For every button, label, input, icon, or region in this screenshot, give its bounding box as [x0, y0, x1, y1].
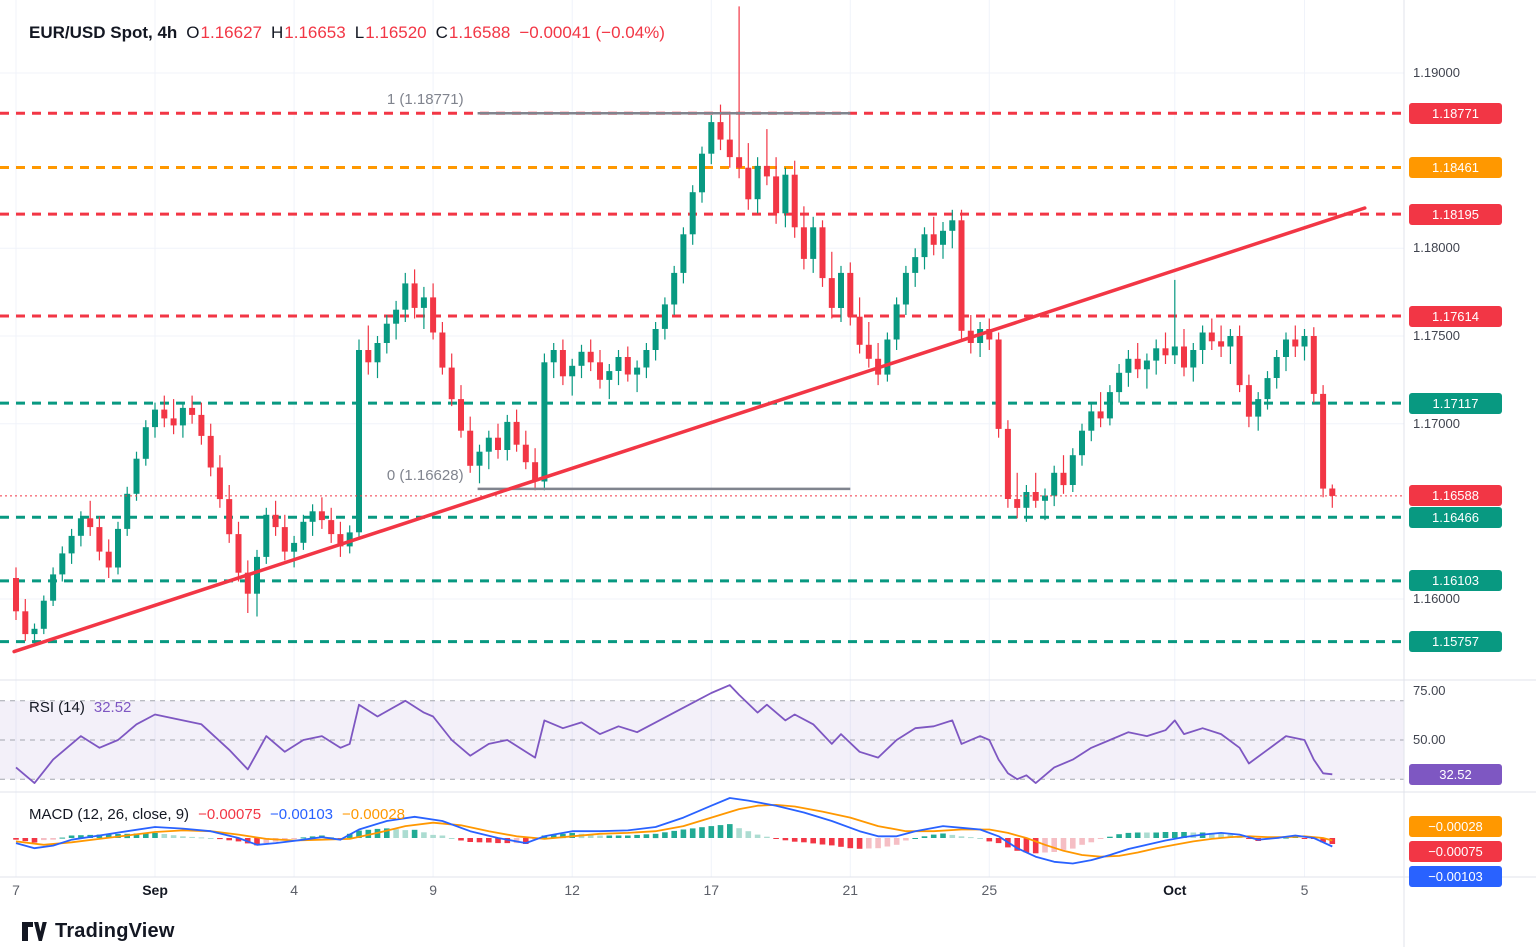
- macd-value-badge: −0.00028: [1409, 816, 1502, 837]
- price-level-badge: 1.17614: [1409, 305, 1502, 327]
- open-key: O: [186, 23, 200, 42]
- price-axis-label: 1.17500: [1413, 327, 1460, 343]
- low-value: 1.16520: [365, 23, 427, 42]
- ohlc-close: C 1.16588: [436, 23, 511, 43]
- time-axis-label[interactable]: 5: [1300, 882, 1309, 898]
- macd-value-badge: −0.00075: [1409, 841, 1502, 862]
- rsi-axis-label: 75.00: [1413, 683, 1446, 698]
- price-axis-label: 1.18000: [1413, 240, 1460, 256]
- rsi-axis-label: 50.00: [1413, 732, 1446, 747]
- rsi-current-value: 32.52: [93, 699, 132, 716]
- svg-text:1 (1.18771): 1 (1.18771): [387, 91, 464, 108]
- change-value: −0.00041 (−0.04%): [519, 23, 665, 42]
- price-level-badge: 1.17117: [1409, 392, 1502, 414]
- price-axis-label: 1.16000: [1413, 590, 1460, 606]
- rsi-label[interactable]: RSI (14): [29, 699, 85, 716]
- symbol-title[interactable]: EUR/USD Spot, 4h: [29, 23, 178, 42]
- price-axis-label: 1.17000: [1413, 415, 1460, 431]
- svg-text:0 (1.16628): 0 (1.16628): [387, 467, 464, 484]
- price-level-badge: 1.18195: [1409, 203, 1502, 225]
- macd-value-badge: −0.00103: [1409, 866, 1502, 887]
- time-axis-label[interactable]: Oct: [1163, 882, 1187, 898]
- ohlc-open: O 1.16627: [186, 23, 262, 43]
- price-level-badge: 1.16103: [1409, 570, 1502, 592]
- time-axis-label[interactable]: 17: [703, 882, 720, 898]
- price-level-badge: 1.18771: [1409, 102, 1502, 124]
- macd-histogram-value: −0.00075: [198, 806, 262, 823]
- time-axis-label[interactable]: 9: [429, 882, 438, 898]
- ohlc-low: L 1.16520: [355, 23, 427, 43]
- close-value: 1.16588: [448, 23, 511, 42]
- close-key: C: [435, 23, 448, 42]
- tradingview-label: TradingView: [55, 920, 175, 942]
- high-value: 1.16653: [284, 23, 346, 42]
- price-level-badge: 1.16466: [1409, 506, 1502, 528]
- macd-line-value: −0.00103: [270, 806, 334, 823]
- ohlc-high: H 1.16653: [271, 23, 346, 43]
- tradingview-logo-icon: [22, 922, 47, 941]
- rsi-legend: RSI (14) 32.52: [29, 699, 131, 716]
- price-level-badge: 1.15757: [1409, 631, 1502, 653]
- open-value: 1.16627: [200, 23, 262, 42]
- tradingview-watermark[interactable]: TradingView: [22, 920, 175, 943]
- macd-signal-value: −0.00028: [342, 806, 406, 823]
- low-key: L: [354, 23, 365, 42]
- time-axis-label[interactable]: 21: [842, 882, 859, 898]
- ohlc-legend: EUR/USD Spot, 4h O 1.16627 H 1.16653 L 1.16…: [29, 23, 665, 43]
- price-axis-label: 1.19000: [1413, 65, 1460, 80]
- high-key: H: [270, 23, 284, 42]
- time-axis-label[interactable]: 4: [290, 882, 298, 898]
- macd-label[interactable]: MACD (12, 26, close, 9): [29, 806, 190, 823]
- time-axis-label[interactable]: Sep: [142, 882, 168, 898]
- time-axis-label[interactable]: 25: [981, 882, 998, 898]
- macd-legend: MACD (12, 26, close, 9) −0.00075 −0.0010…: [29, 806, 405, 823]
- time-axis-label[interactable]: 7: [12, 882, 20, 898]
- last-price-badge: 1.16588: [1409, 485, 1502, 507]
- rsi-value-badge: 32.52: [1409, 763, 1502, 785]
- price-level-badge: 1.18461: [1409, 157, 1502, 178]
- time-axis-label[interactable]: 12: [564, 882, 580, 898]
